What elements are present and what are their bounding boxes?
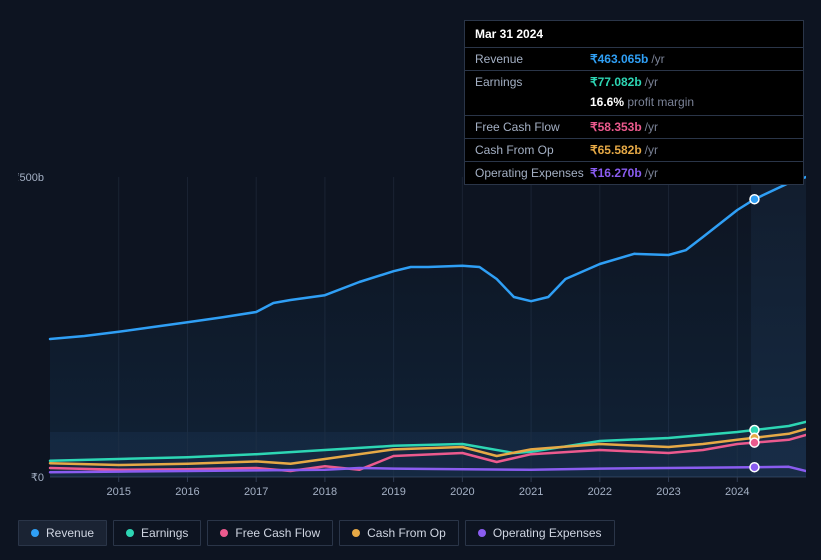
highlight-marker bbox=[750, 438, 759, 447]
tooltip-row: Revenue₹463.065b/yr bbox=[465, 47, 803, 70]
chart-legend: Revenue Earnings Free Cash Flow Cash From O… bbox=[18, 520, 615, 546]
series-area bbox=[50, 177, 806, 477]
highlight-marker bbox=[750, 463, 759, 472]
legend-item[interactable]: Earnings bbox=[113, 520, 201, 546]
tooltip-row-sub: 16.6% profit margin bbox=[465, 93, 803, 115]
y-axis-label: ₹0 bbox=[31, 472, 44, 484]
tooltip-row-unit: /yr bbox=[645, 75, 658, 89]
tooltip-row-value: ₹77.082b bbox=[590, 75, 642, 89]
legend-item[interactable]: Revenue bbox=[18, 520, 107, 546]
data-tooltip: Mar 31 2024 Revenue₹463.065b/yrEarnings₹… bbox=[464, 20, 804, 185]
chart-svg: ₹0 ₹500b 2015 2016 2017 2018 2019 2020 2021 2022 2… bbox=[18, 155, 806, 505]
tooltip-row-label: Cash From Op bbox=[475, 143, 590, 157]
tooltip-row-label: Revenue bbox=[475, 52, 590, 66]
tooltip-row-unit: /yr bbox=[645, 166, 658, 180]
highlight-marker bbox=[750, 195, 759, 204]
legend-label: Revenue bbox=[46, 526, 94, 540]
legend-item[interactable]: Free Cash Flow bbox=[207, 520, 333, 546]
x-axis-label: 2015 bbox=[106, 486, 130, 498]
tooltip-row-value: ₹65.582b bbox=[590, 143, 642, 157]
x-axis-label: 2022 bbox=[588, 486, 612, 498]
tooltip-row: Cash From Op₹65.582b/yr bbox=[465, 138, 803, 161]
legend-dot bbox=[220, 529, 228, 537]
tooltip-row: Free Cash Flow₹58.353b/yr bbox=[465, 115, 803, 138]
tooltip-row-value: ₹463.065b bbox=[590, 52, 648, 66]
tooltip-row-value: ₹58.353b bbox=[590, 120, 642, 134]
x-axis-label: 2019 bbox=[381, 486, 405, 498]
legend-label: Free Cash Flow bbox=[235, 526, 320, 540]
legend-label: Cash From Op bbox=[367, 526, 446, 540]
tooltip-row: Operating Expenses₹16.270b/yr bbox=[465, 161, 803, 184]
tooltip-row-label: Earnings bbox=[475, 75, 590, 89]
x-axis-label: 2023 bbox=[656, 486, 680, 498]
tooltip-date: Mar 31 2024 bbox=[465, 21, 803, 47]
tooltip-row-unit: /yr bbox=[645, 143, 658, 157]
tooltip-row-unit: /yr bbox=[651, 52, 664, 66]
x-axis-label: 2024 bbox=[725, 486, 749, 498]
x-axis-label: 2017 bbox=[244, 486, 268, 498]
legend-dot bbox=[31, 529, 39, 537]
tooltip-row-label: Free Cash Flow bbox=[475, 120, 590, 134]
legend-dot bbox=[352, 529, 360, 537]
x-axis-label: 2020 bbox=[450, 486, 474, 498]
x-axis-label: 2021 bbox=[519, 486, 543, 498]
tooltip-row-unit: /yr bbox=[645, 120, 658, 134]
x-axis-label: 2018 bbox=[313, 486, 337, 498]
tooltip-row-label: Operating Expenses bbox=[475, 166, 590, 180]
legend-dot bbox=[478, 529, 486, 537]
legend-label: Operating Expenses bbox=[493, 526, 602, 540]
legend-label: Earnings bbox=[141, 526, 188, 540]
legend-dot bbox=[126, 529, 134, 537]
x-axis-label: 2016 bbox=[175, 486, 199, 498]
financials-chart[interactable]: ₹0 ₹500b 2015 2016 2017 2018 2019 2020 2021 2022 2… bbox=[18, 155, 806, 505]
legend-item[interactable]: Cash From Op bbox=[339, 520, 459, 546]
y-axis-label: ₹500b bbox=[18, 172, 44, 184]
tooltip-row: Earnings₹77.082b/yr bbox=[465, 70, 803, 93]
tooltip-row-value: ₹16.270b bbox=[590, 166, 642, 180]
legend-item[interactable]: Operating Expenses bbox=[465, 520, 615, 546]
